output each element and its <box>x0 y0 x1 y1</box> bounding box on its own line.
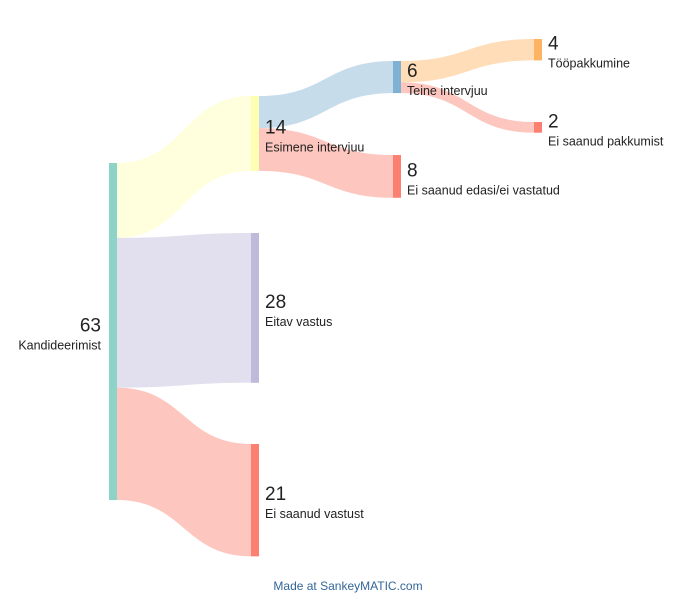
link <box>259 128 393 198</box>
node <box>534 122 542 133</box>
node <box>251 96 259 171</box>
node-value: 6 <box>407 61 418 82</box>
node-label: Ei saanud edasi/ei vastatud <box>407 183 560 197</box>
footer: Made at SankeyMATIC.com <box>273 579 422 593</box>
node-value: 4 <box>548 34 559 55</box>
node-value: 21 <box>265 484 286 505</box>
link <box>117 233 251 388</box>
link <box>117 96 251 238</box>
node-value: 63 <box>80 316 101 337</box>
node-label: Teine intervjuu <box>407 84 488 98</box>
node-label: Ei saanud pakkumist <box>548 134 664 148</box>
node-value: 8 <box>407 160 418 181</box>
node-label: Ei saanud vastust <box>265 507 364 521</box>
link <box>401 82 534 133</box>
links <box>117 39 534 557</box>
link <box>259 61 393 129</box>
node <box>251 444 259 557</box>
node-label: Eitav vastus <box>265 315 332 329</box>
link <box>401 39 534 83</box>
node <box>534 39 542 61</box>
node <box>251 233 259 383</box>
node-label: Tööpakkumine <box>548 57 630 71</box>
node-value: 2 <box>548 111 559 132</box>
node <box>393 155 401 198</box>
link <box>117 387 251 557</box>
node-label: Esimene intervjuu <box>265 140 364 154</box>
node-value: 14 <box>265 117 287 138</box>
node-label: Kandideerimist <box>18 339 101 353</box>
node-value: 28 <box>265 292 286 313</box>
node <box>109 163 117 501</box>
node <box>393 61 401 94</box>
